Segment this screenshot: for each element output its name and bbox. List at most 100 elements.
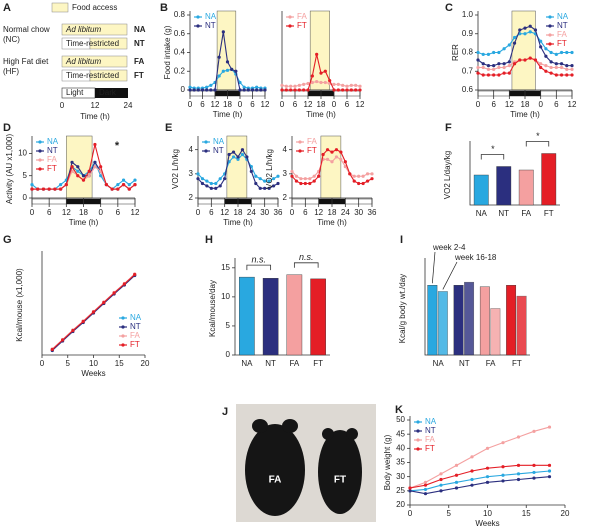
light-label: Light xyxy=(66,88,84,97)
data-point xyxy=(319,80,323,85)
data-point xyxy=(258,186,262,190)
data-point xyxy=(507,43,511,47)
x-tick-label: 12 xyxy=(62,208,71,217)
data-point xyxy=(116,183,120,187)
group-abbr: (NC) xyxy=(3,35,20,44)
data-point xyxy=(518,28,522,32)
data-point xyxy=(317,174,321,178)
data-point xyxy=(70,160,74,164)
series-line xyxy=(409,464,550,489)
tick-label: 12 xyxy=(91,101,100,110)
data-point xyxy=(200,177,205,181)
data-point xyxy=(99,174,103,178)
data-point xyxy=(486,64,491,68)
data-point xyxy=(303,181,307,186)
data-point xyxy=(565,64,569,68)
data-point xyxy=(554,52,558,56)
data-point xyxy=(308,177,312,181)
legend-marker xyxy=(288,24,292,28)
data-point xyxy=(196,88,200,92)
bar xyxy=(437,291,448,356)
mouse-ear xyxy=(346,428,358,440)
data-point xyxy=(439,483,443,487)
data-point xyxy=(240,152,245,157)
data-point xyxy=(516,472,521,476)
data-point xyxy=(87,174,91,178)
data-point xyxy=(230,67,234,71)
legend-marker xyxy=(196,15,200,19)
row-label: Ad libitum xyxy=(65,25,101,34)
data-point xyxy=(559,62,564,66)
bracket xyxy=(480,154,505,160)
y-tick-label: 2 xyxy=(189,193,194,202)
data-point xyxy=(549,71,553,75)
data-point xyxy=(336,82,340,86)
x-tick-label: 0 xyxy=(98,208,103,217)
data-point xyxy=(246,88,250,92)
x-tick-label: 0 xyxy=(188,100,193,109)
data-point xyxy=(200,181,205,186)
bar xyxy=(464,281,475,356)
access-box xyxy=(89,69,128,82)
data-point xyxy=(507,64,511,68)
legend-marker xyxy=(416,429,420,433)
data-point xyxy=(93,142,97,147)
data-point xyxy=(485,475,490,479)
x-tick-label: 12 xyxy=(505,100,514,109)
data-point xyxy=(50,347,54,352)
bracket xyxy=(525,141,550,147)
x-tick-label: 6 xyxy=(200,100,205,109)
y-tick-label: 0.6 xyxy=(462,85,474,94)
x-tick-label: 12 xyxy=(356,100,365,109)
data-point xyxy=(315,52,319,56)
data-point xyxy=(205,179,209,183)
bar xyxy=(541,153,557,206)
data-point xyxy=(325,148,330,152)
data-point xyxy=(570,50,574,55)
data-point xyxy=(323,80,327,85)
y-axis-label: VO2 L/h/kg xyxy=(265,149,274,189)
x-tick-label: 12 xyxy=(261,100,270,109)
row-label: Time-restricted xyxy=(66,71,119,80)
bar xyxy=(239,276,255,356)
data-point xyxy=(267,186,271,190)
x-tick-label: 0 xyxy=(290,208,295,217)
data-point xyxy=(64,183,68,187)
data-point xyxy=(559,73,564,77)
x-tick-label: 6 xyxy=(554,100,559,109)
x-tick-label: 6 xyxy=(293,100,298,109)
data-point xyxy=(30,183,34,187)
y-tick-label: 0.6 xyxy=(174,29,186,38)
data-point xyxy=(332,82,336,86)
access-box xyxy=(61,23,128,36)
data-point xyxy=(221,30,225,34)
x-axis-label: Time (h) xyxy=(223,218,253,227)
data-point xyxy=(102,300,106,305)
x-tick-label: 0 xyxy=(40,359,45,368)
data-point xyxy=(255,88,259,92)
group-name: High Fat diet xyxy=(3,57,49,66)
legend-label: FA xyxy=(307,137,317,146)
data-point xyxy=(507,60,511,64)
data-point xyxy=(284,84,288,88)
data-point xyxy=(365,172,370,176)
x-tick-label: 15 xyxy=(115,359,124,368)
data-point xyxy=(217,55,221,59)
data-point xyxy=(341,83,345,87)
y-axis-label: Kcal/mouse/day xyxy=(208,280,217,337)
legend-marker xyxy=(121,343,125,347)
photo: J FA FT xyxy=(222,404,376,522)
data-point xyxy=(492,73,496,77)
legend-marker xyxy=(204,149,208,153)
data-point xyxy=(339,157,343,161)
annotation: n.s. xyxy=(251,254,266,264)
x-axis-label: Weeks xyxy=(475,519,499,528)
data-point xyxy=(289,88,293,92)
axis-label: Time (h) xyxy=(80,112,110,121)
data-point xyxy=(209,83,213,87)
data-point xyxy=(290,174,294,178)
y-tick-label: 0.8 xyxy=(462,48,474,57)
x-tick-label: 6 xyxy=(491,100,496,109)
data-point xyxy=(570,73,574,77)
x-tick-label: NT xyxy=(265,359,276,368)
